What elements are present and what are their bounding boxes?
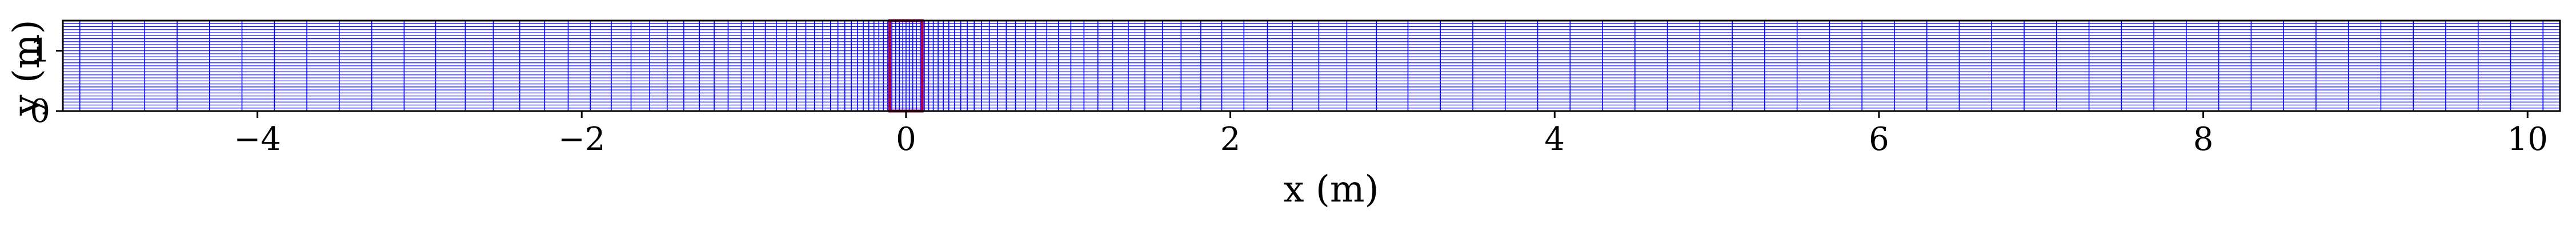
y-axis-ticks: 01	[30, 33, 63, 130]
x-axis-ticks: −4 −2 0 2 4 6 8 10	[234, 111, 2548, 158]
x-tick-label: 0	[896, 121, 916, 158]
x-tick-label: 6	[1869, 121, 1889, 158]
x-tick-label: −2	[558, 121, 606, 158]
x-tick-label: 8	[2193, 121, 2214, 158]
y-tick-label: 1	[30, 33, 50, 70]
axes-frame	[62, 19, 2561, 112]
y-tick-label: 0	[30, 93, 50, 130]
y-axis-label: y (m)	[6, 19, 48, 116]
x-tick-label: 4	[1544, 121, 1565, 158]
x-axis-label: x (m)	[1283, 168, 1379, 211]
x-tick-label: −4	[234, 121, 281, 158]
x-tick-label: 2	[1220, 121, 1241, 158]
x-tick-label: 10	[2507, 121, 2548, 158]
